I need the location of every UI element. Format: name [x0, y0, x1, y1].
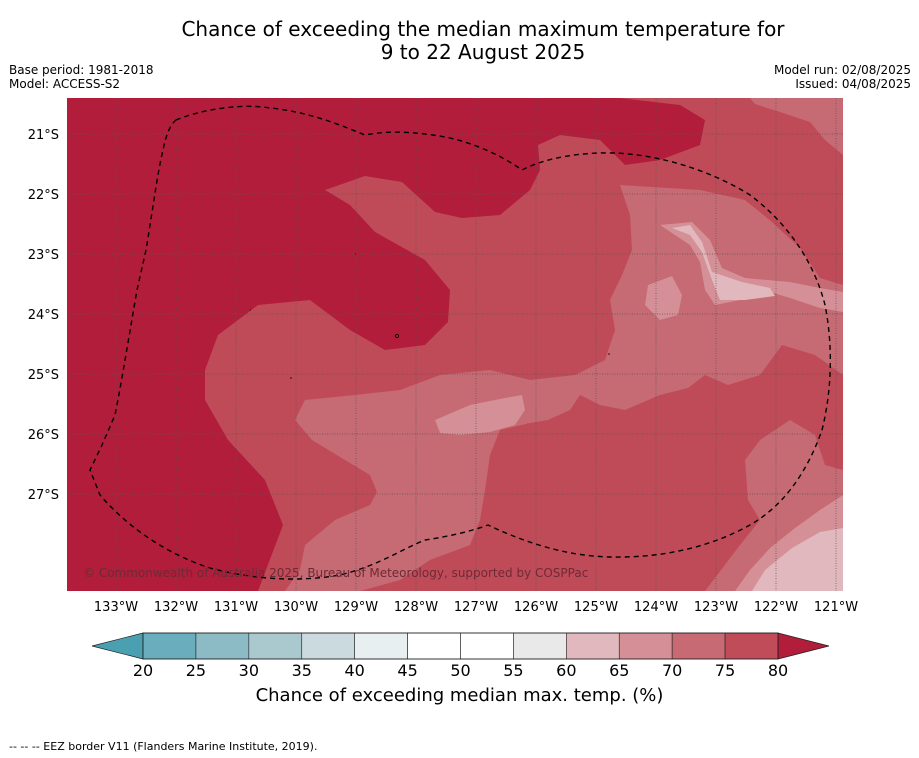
longitude-label: 122°W: [754, 600, 798, 615]
longitude-label: 125°W: [574, 600, 618, 615]
latitude-label: 22°S: [28, 188, 59, 203]
colorbar-tick-label: 40: [344, 661, 364, 680]
colorbar-tick-label: 65: [609, 661, 629, 680]
latitude-label: 26°S: [28, 428, 59, 443]
latitude-label: 23°S: [28, 248, 59, 263]
model-label: Model: ACCESS-S2: [9, 77, 121, 91]
colorbar-segment: [142, 632, 197, 660]
graticule: [67, 98, 843, 591]
longitude-label: 132°W: [154, 600, 198, 615]
colorbar-segment: [354, 632, 408, 660]
colorbar-segment: [301, 632, 355, 660]
latitude-label: 24°S: [28, 308, 59, 323]
longitude-label: 128°W: [394, 600, 438, 615]
meta-right: Model run: 02/08/2025 Issued: 04/08/2025: [774, 63, 911, 91]
colorbar-tick-label: 20: [133, 661, 153, 680]
band-70-75: [750, 98, 843, 155]
band-65-70: [660, 222, 843, 312]
colorbar-ticks: 20 25 30 35 40 45 50 55 60 65 70 75 80: [133, 661, 788, 680]
longitude-label: 127°W: [454, 600, 498, 615]
latitude-axis: 21°S 22°S 23°S 24°S 25°S 26°S 27°S: [28, 128, 59, 503]
issued-label: Issued: 04/08/2025: [795, 77, 911, 91]
chart-title: Chance of exceeding the median maximum t…: [0, 18, 919, 64]
latitude-label: 25°S: [28, 368, 59, 383]
longitude-label: 133°W: [94, 600, 138, 615]
band-60-65: [672, 225, 775, 300]
colorbar: 20 25 30 35 40 45 50 55 60 65 70 75 80: [91, 632, 830, 680]
colorbar-segment: [460, 632, 514, 660]
island-markers: [250, 253, 610, 379]
map-figure: © Commonwealth of Australia 2025, Bureau…: [28, 98, 858, 680]
title-line-1: Chance of exceeding the median maximum t…: [181, 17, 785, 41]
meta-left: Base period: 1981-2018 Model: ACCESS-S2: [9, 63, 154, 91]
colorbar-title: Chance of exceeding median max. temp. (%…: [255, 685, 664, 706]
colorbar-tick-label: 75: [715, 661, 735, 680]
colorbar-high-extend: [777, 632, 830, 660]
colorbar-segment: [195, 632, 250, 660]
colorbar-tick-label: 70: [662, 661, 682, 680]
base-period-label: Base period: 1981-2018: [9, 63, 154, 77]
band-60-65: [752, 528, 843, 591]
colorbar-segment: [248, 632, 303, 660]
longitude-label: 129°W: [334, 600, 378, 615]
longitude-label: 123°W: [694, 600, 738, 615]
colorbar-tick-label: 45: [397, 661, 417, 680]
colorbar-low-extend: [91, 632, 144, 660]
longitude-label: 130°W: [274, 600, 318, 615]
colorbar-tick-label: 80: [768, 661, 788, 680]
title-line-2: 9 to 22 August 2025: [380, 40, 586, 64]
colorbar-tick-label: 25: [186, 661, 206, 680]
colorbar-segment: [513, 632, 567, 660]
colorbar-tick-label: 55: [503, 661, 523, 680]
band-65-70: [645, 276, 682, 320]
longitude-label: 126°W: [514, 600, 558, 615]
band-65-70: [435, 395, 525, 435]
colorbar-outline: [142, 632, 779, 660]
longitude-label: 124°W: [634, 600, 678, 615]
eez-footnote: -- -- -- EEZ border V11 (Flanders Marine…: [9, 740, 318, 753]
band-70-75: [285, 185, 843, 591]
longitude-axis: 133°W 132°W 131°W 130°W 129°W 128°W 127°…: [94, 600, 858, 615]
colorbar-tick-label: 30: [239, 661, 259, 680]
colorbar-segment: [724, 632, 779, 660]
latitude-label: 27°S: [28, 488, 59, 503]
longitude-label: 121°W: [814, 600, 858, 615]
colorbar-segment: [407, 632, 461, 660]
colorbar-segment: [671, 632, 726, 660]
longitude-label: 131°W: [214, 600, 258, 615]
eez-border: [89, 105, 832, 580]
copyright-text: © Commonwealth of Australia 2025, Bureau…: [83, 566, 588, 580]
colorbar-tick-label: 50: [450, 661, 470, 680]
latitude-label: 21°S: [28, 128, 59, 143]
colorbar-segment: [618, 632, 673, 660]
model-run-label: Model run: 02/08/2025: [773, 63, 911, 77]
colorbar-segment: [566, 632, 620, 660]
colorbar-tick-label: 60: [556, 661, 576, 680]
colorbar-tick-label: 35: [292, 661, 312, 680]
colorbar-segments: [142, 632, 779, 660]
probability-map: [67, 98, 843, 591]
